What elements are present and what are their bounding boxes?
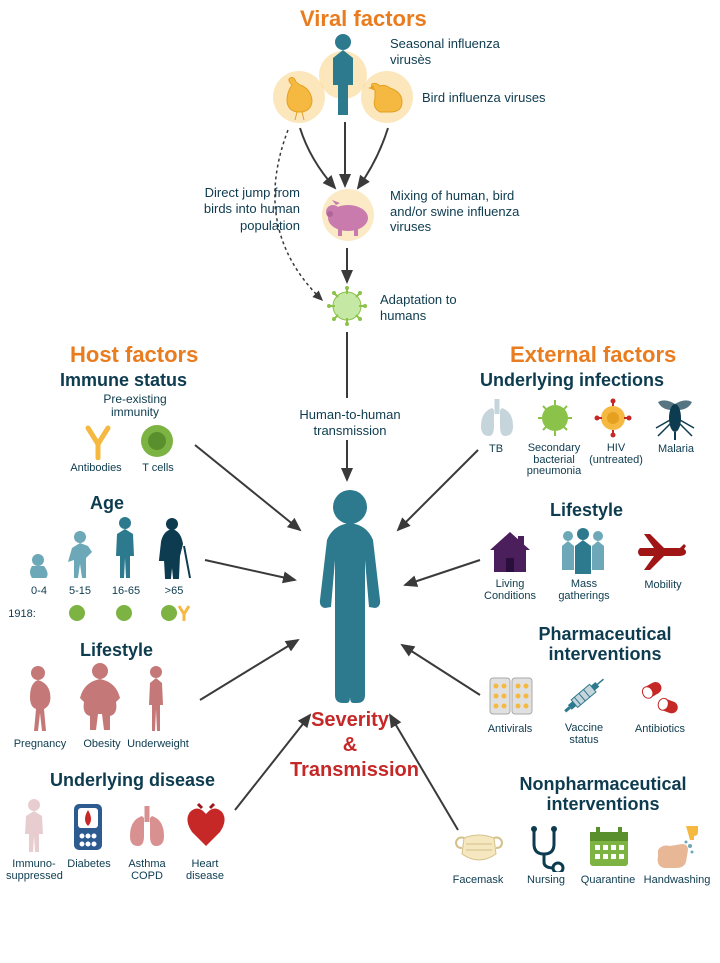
- arrows-converge: [0, 0, 720, 963]
